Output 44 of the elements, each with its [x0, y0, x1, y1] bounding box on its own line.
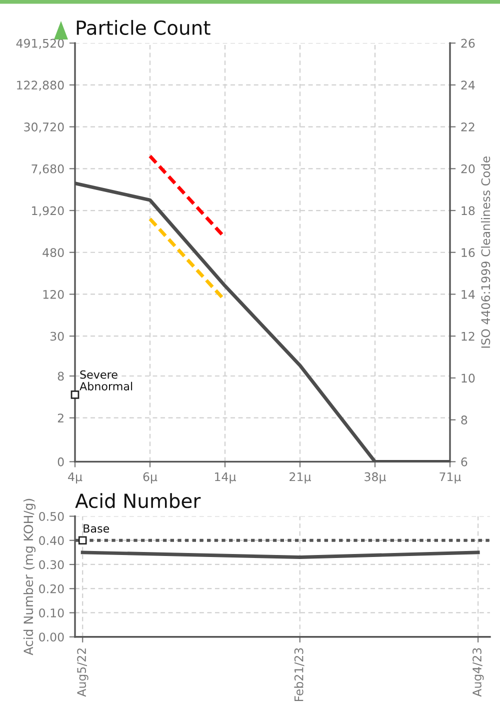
y-tick-label: 0.20 [39, 584, 64, 594]
y-tick-label: 8 [58, 372, 64, 381]
y2-tick-label: 6 [461, 457, 468, 466]
y-tick-label: 0.30 [39, 560, 64, 570]
y-tick-label: 30,720 [24, 122, 64, 133]
x-tick-label: Feb21/23 [294, 648, 304, 702]
y-tick-label: 1,920 [32, 206, 64, 216]
x-tick-label: 21μ [290, 472, 311, 484]
x-tick-label: 4μ [68, 472, 82, 484]
y-tick-label: 0.40 [39, 536, 64, 546]
annotation: Abnormal [80, 382, 132, 390]
y-tick-label: 30 [50, 332, 64, 341]
y2-axis-title: ISO 4406:1999 Cleanliness Code [480, 156, 490, 348]
y2-tick-label: 10 [462, 374, 475, 383]
x-tick-label: 71μ [440, 472, 461, 484]
y2-tick-label: 16 [462, 248, 475, 258]
x-tick-label: Aug4/23 [472, 648, 484, 697]
y-tick-label: 0.00 [39, 632, 64, 642]
y-tick-label: 0.10 [39, 608, 64, 618]
y-tick-label: 480 [42, 248, 64, 258]
chart-title: Particle Count [76, 20, 210, 36]
y-tick-label: 0 [58, 457, 64, 466]
y2-tick-label: 14 [462, 290, 475, 299]
y2-tick-label: 22 [461, 122, 474, 132]
y-tick-label: 7,680 [32, 164, 64, 175]
x-tick-label: 6μ [143, 472, 158, 484]
y2-tick-label: 20 [461, 164, 475, 174]
y-tick-label: 120 [43, 290, 64, 299]
y-axis-title: Acid Number (mg KOH/g) [23, 498, 36, 656]
chart-title: Acid Number [75, 493, 201, 508]
x-tick-label: 14μ [215, 472, 236, 484]
y-tick-label: 2 [58, 414, 64, 422]
y2-tick-label: 18 [462, 206, 475, 216]
y-tick-label: 122,880 [17, 80, 64, 91]
y2-tick-label: 24 [461, 80, 475, 90]
y2-tick-label: 8 [461, 416, 468, 424]
x-tick-label: Aug5/22 [77, 648, 88, 697]
y-tick-label: 0.50 [39, 512, 64, 521]
x-tick-label: 38μ [364, 472, 386, 484]
y2-tick-label: 26 [461, 38, 475, 48]
y2-tick-label: 12 [462, 332, 474, 341]
ref-line-label: Base [84, 524, 110, 533]
y-tick-label: 491,520 [16, 38, 64, 49]
annotation: Severe [80, 370, 118, 379]
